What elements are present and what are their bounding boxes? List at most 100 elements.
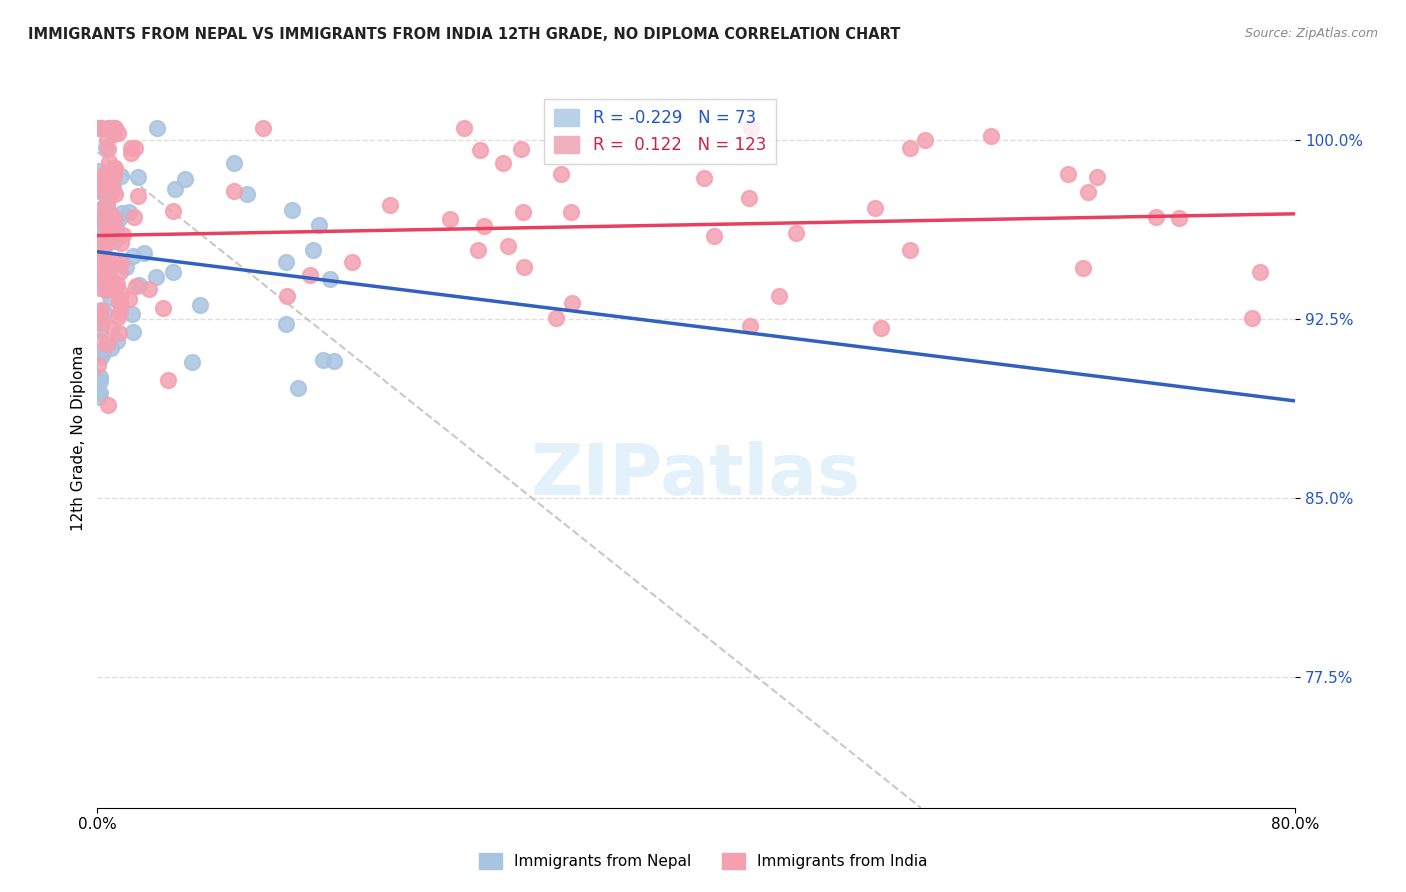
- Point: [89, 245, 111, 260]
- Point: [152, 301, 174, 316]
- Point: [89, 281, 111, 295]
- Point: [90, 265, 112, 279]
- Point: [96, 257, 118, 271]
- Point: [120, 141, 142, 155]
- Point: [740, 318, 762, 333]
- Point: [93, 303, 115, 318]
- Point: [544, 310, 567, 325]
- Point: [97, 142, 120, 156]
- Point: [110, 256, 132, 270]
- Point: [93, 254, 115, 268]
- Point: [104, 121, 127, 136]
- Point: [224, 184, 246, 198]
- Point: [550, 167, 572, 181]
- Point: [86, 358, 108, 372]
- Point: [96, 196, 118, 211]
- Point: [89, 245, 111, 260]
- Point: [96, 231, 118, 245]
- Point: [91, 186, 114, 200]
- Point: [122, 210, 145, 224]
- Point: [340, 255, 363, 269]
- Point: [87, 246, 110, 260]
- Point: [96, 132, 118, 146]
- Point: [103, 169, 125, 183]
- Point: [101, 177, 124, 191]
- Point: [1240, 310, 1263, 325]
- Point: [93, 269, 115, 284]
- Point: [111, 206, 134, 220]
- Point: [323, 354, 346, 368]
- Point: [105, 277, 128, 291]
- Point: [162, 204, 184, 219]
- Point: [96, 202, 118, 217]
- Point: [91, 316, 114, 330]
- Point: [274, 255, 297, 269]
- Point: [768, 288, 790, 302]
- Point: [87, 164, 110, 178]
- Point: [898, 141, 921, 155]
- Text: Source: ZipAtlas.com: Source: ZipAtlas.com: [1244, 27, 1378, 40]
- Point: [101, 219, 124, 233]
- Point: [104, 186, 127, 201]
- Point: [96, 283, 118, 297]
- Point: [103, 127, 125, 141]
- Point: [120, 145, 142, 160]
- Point: [165, 182, 187, 196]
- Point: [87, 235, 110, 250]
- Point: [93, 171, 115, 186]
- Point: [100, 320, 122, 334]
- Point: [104, 282, 127, 296]
- Point: [863, 202, 886, 216]
- Point: [94, 197, 117, 211]
- Point: [118, 292, 141, 306]
- Point: [96, 178, 118, 192]
- Point: [89, 238, 111, 252]
- Point: [127, 169, 149, 184]
- Point: [98, 214, 121, 228]
- Point: [100, 278, 122, 293]
- Point: [146, 121, 169, 136]
- Point: [1249, 265, 1271, 279]
- Point: [512, 205, 534, 219]
- Point: [132, 246, 155, 260]
- Point: [100, 172, 122, 186]
- Point: [94, 177, 117, 191]
- Point: [157, 373, 180, 387]
- Point: [103, 234, 125, 248]
- Point: [110, 305, 132, 319]
- Point: [89, 245, 111, 260]
- Point: [298, 268, 321, 282]
- Point: [125, 279, 148, 293]
- Point: [138, 282, 160, 296]
- Point: [312, 353, 335, 368]
- Point: [97, 268, 120, 283]
- Point: [87, 121, 110, 136]
- Point: [94, 229, 117, 244]
- Point: [100, 341, 122, 355]
- Point: [90, 344, 112, 359]
- Point: [97, 398, 120, 412]
- Point: [91, 346, 114, 360]
- Point: [90, 210, 112, 224]
- Point: [188, 298, 211, 312]
- Point: [87, 183, 110, 197]
- Point: [103, 183, 125, 197]
- Y-axis label: 12th Grade, No Diploma: 12th Grade, No Diploma: [72, 345, 86, 531]
- Legend: Immigrants from Nepal, Immigrants from India: Immigrants from Nepal, Immigrants from I…: [472, 847, 934, 875]
- Point: [87, 227, 110, 241]
- Point: [93, 239, 115, 253]
- Point: [308, 218, 330, 232]
- Point: [90, 121, 112, 136]
- Point: [89, 121, 111, 136]
- Point: [513, 260, 536, 274]
- Point: [439, 211, 461, 226]
- Point: [467, 243, 489, 257]
- Point: [94, 140, 117, 154]
- Point: [124, 141, 146, 155]
- Point: [107, 310, 129, 324]
- Point: [1144, 210, 1167, 224]
- Point: [97, 121, 120, 136]
- Point: [287, 381, 309, 395]
- Point: [100, 208, 122, 222]
- Point: [94, 271, 117, 285]
